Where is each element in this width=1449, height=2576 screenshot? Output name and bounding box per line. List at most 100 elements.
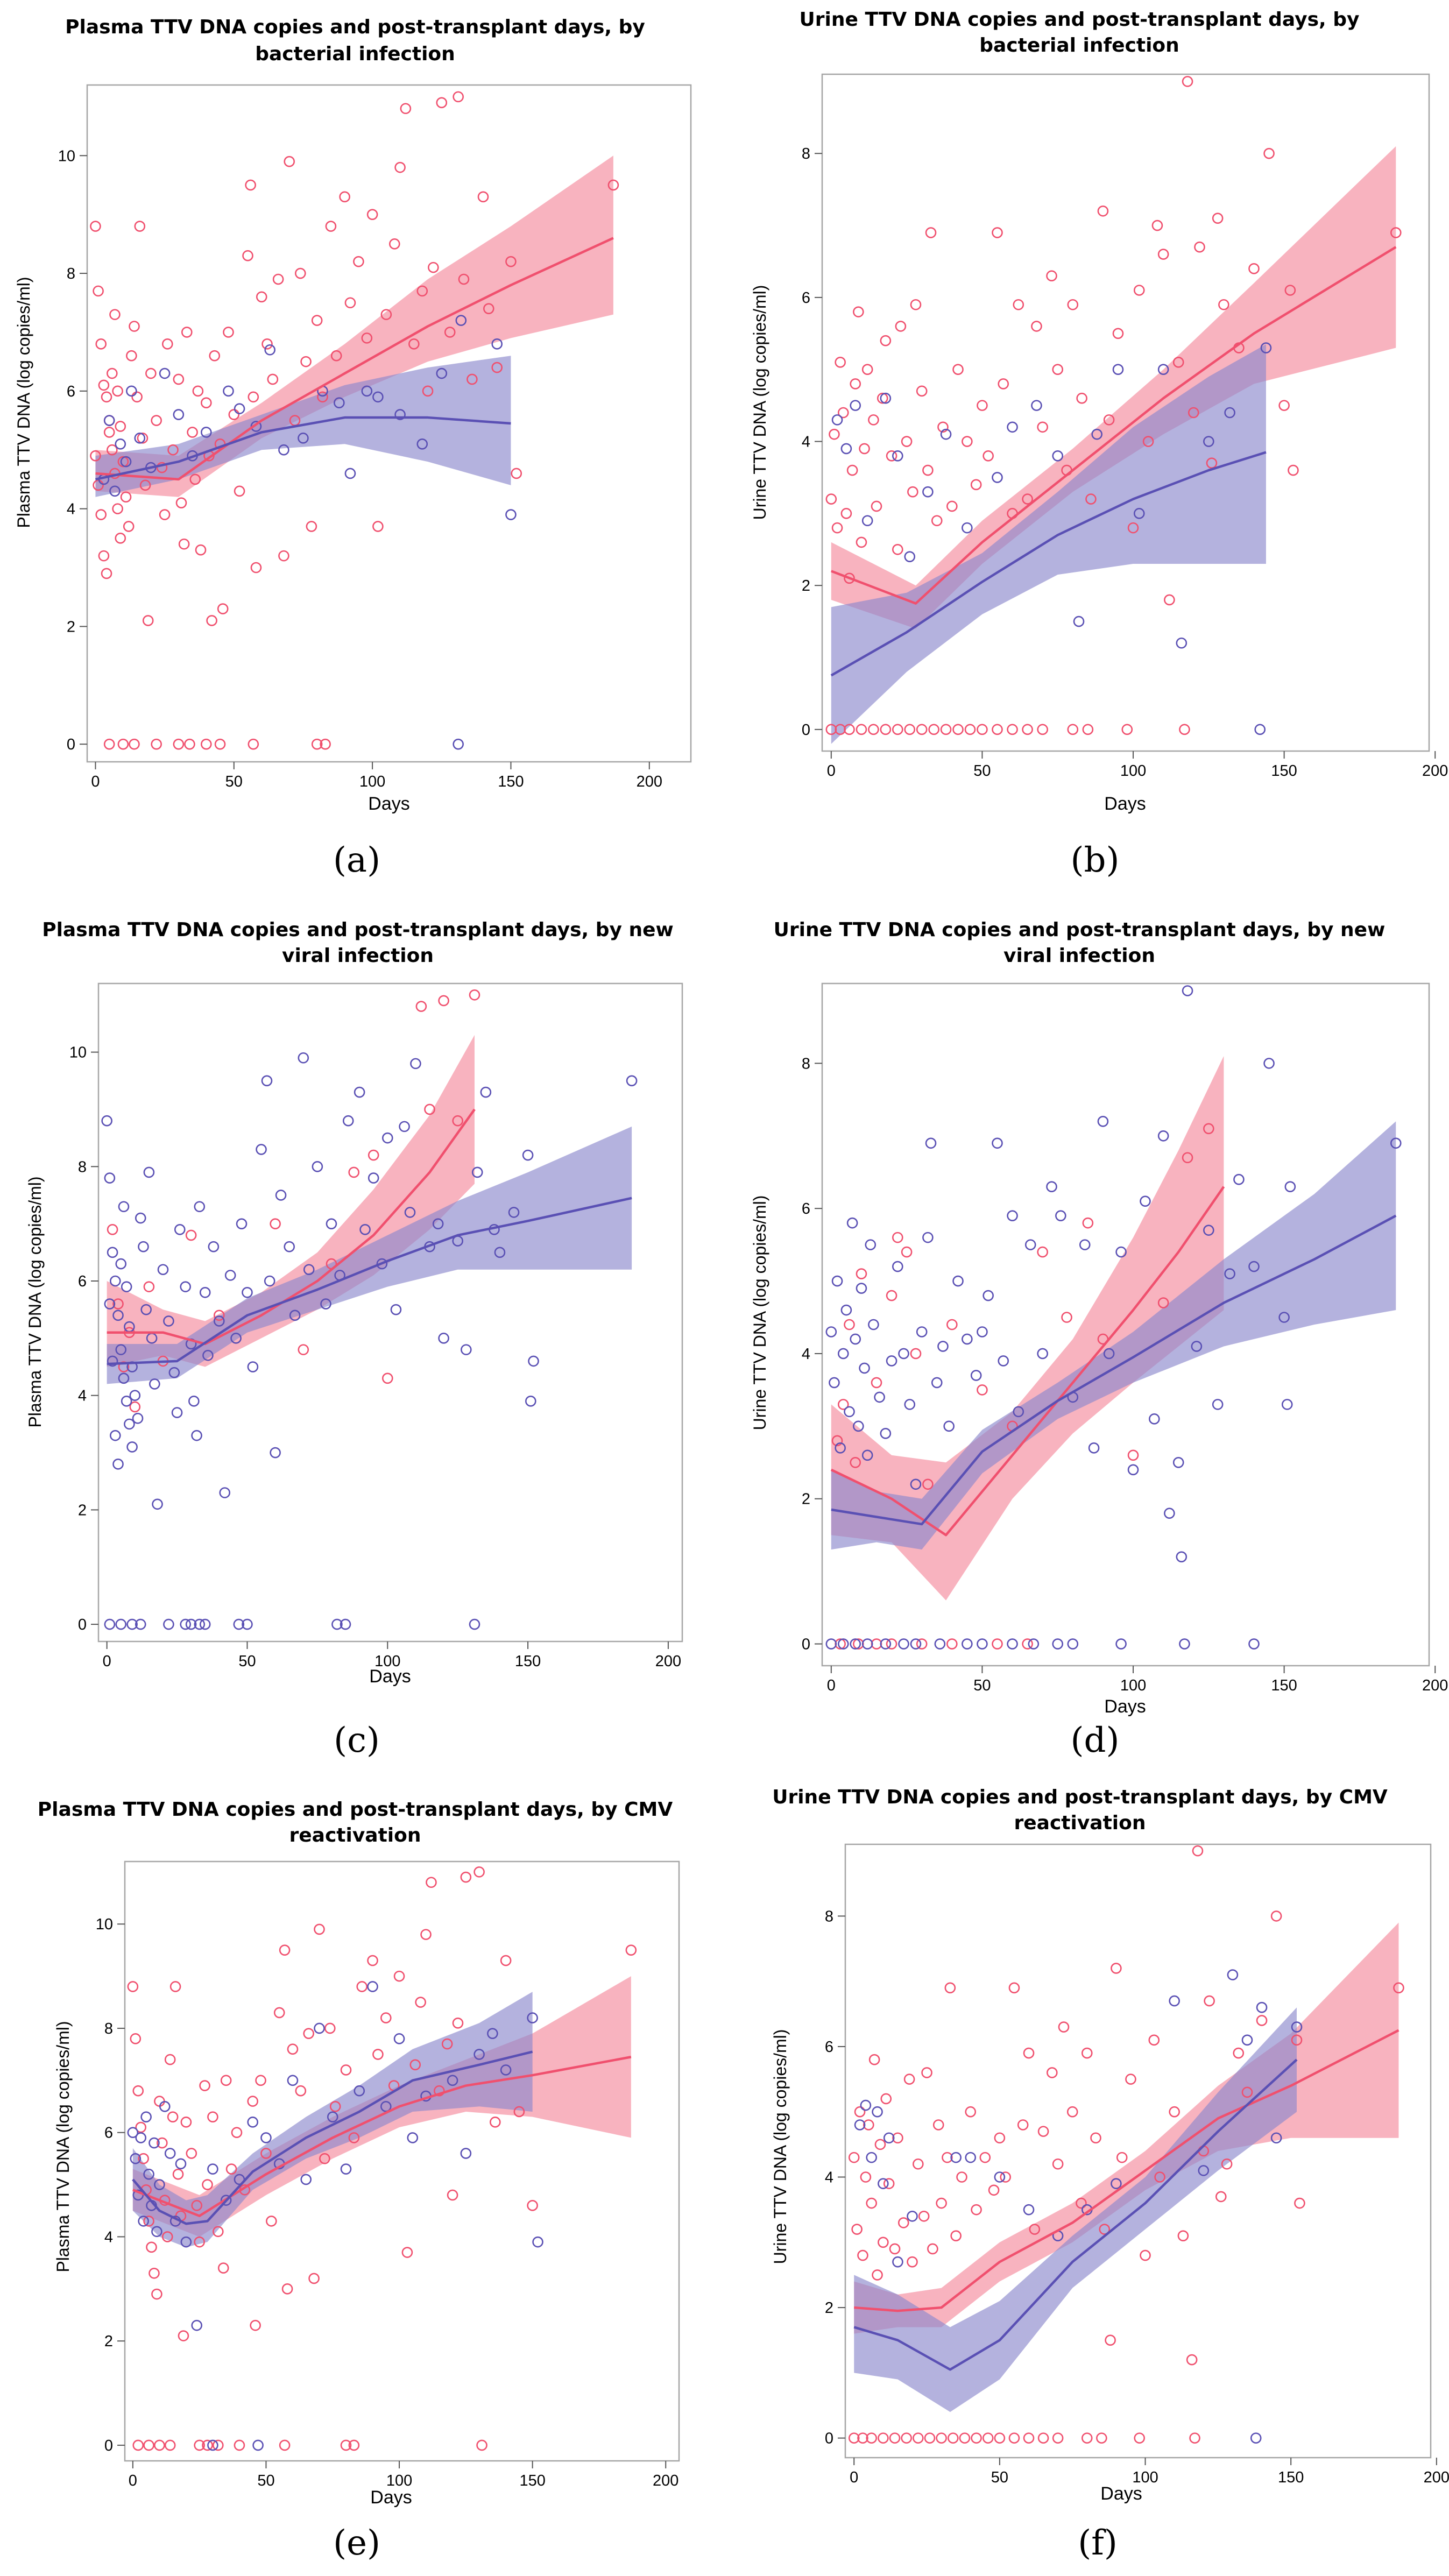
data-point-blue (163, 1315, 174, 1327)
data-point-blue (361, 385, 373, 397)
data-point-blue (1088, 1442, 1100, 1454)
data-point-blue (112, 1310, 124, 1321)
data-point-red (971, 2432, 982, 2444)
data-point-blue (1248, 1638, 1260, 1650)
data-point-red (962, 436, 973, 447)
data-point-blue (207, 2163, 218, 2175)
plot-frame (86, 84, 692, 763)
data-point-red (180, 2117, 192, 2128)
data-point-red (329, 2100, 341, 2112)
data-point-blue (334, 397, 345, 409)
data-point-red (173, 738, 185, 750)
data-point-blue (844, 1406, 855, 1418)
panel-label-d: (d) (1070, 1721, 1120, 1760)
data-point-blue (320, 1298, 331, 1310)
data-point-red (260, 2148, 272, 2159)
data-point-blue (1169, 1995, 1180, 2007)
data-point-blue (115, 1344, 127, 1355)
data-point-red (130, 2033, 142, 2044)
data-point-red (886, 1290, 897, 1301)
data-point-blue (220, 2195, 232, 2206)
y-tick-label: 4 (802, 1346, 810, 1363)
data-point-red (936, 2197, 947, 2209)
fit-line-red (132, 2056, 632, 2217)
data-point-red (1284, 285, 1296, 296)
data-point-red (361, 332, 373, 344)
data-point-red (324, 2022, 336, 2034)
data-point-blue (1067, 1638, 1079, 1650)
data-point-blue (331, 1618, 343, 1630)
data-point-red (848, 2152, 860, 2163)
data-point-red (161, 2231, 173, 2242)
y-tick-label: 0 (104, 2437, 113, 2454)
data-point-red (250, 2319, 261, 2331)
data-point-red (295, 2085, 307, 2097)
data-point-red (156, 462, 168, 473)
data-point-red (829, 428, 840, 440)
y-tick-label: 10 (58, 147, 75, 165)
data-point-red (112, 503, 123, 514)
data-point-red (992, 1638, 1003, 1650)
data-point-red (901, 1246, 913, 1258)
data-point-red (159, 509, 171, 520)
data-point-red (910, 299, 922, 310)
y-tick-label: 0 (825, 2430, 833, 2447)
data-point-red (117, 456, 129, 468)
data-point-red (1096, 2432, 1107, 2444)
data-point-red (856, 1268, 867, 1279)
data-point-blue (219, 1487, 231, 1498)
x-tick-label: 50 (991, 2469, 1008, 2486)
data-point-red (857, 2249, 868, 2261)
data-point-red (388, 238, 400, 250)
data-point-red (950, 2230, 962, 2241)
data-point-blue (143, 2168, 154, 2180)
data-point-red (409, 2059, 421, 2071)
data-point-red (132, 2085, 144, 2097)
data-point-blue (874, 1391, 885, 1403)
data-point-blue (527, 2012, 538, 2023)
data-point-red (194, 2439, 205, 2451)
data-point-red (201, 738, 212, 750)
data-point-blue (298, 1052, 309, 1064)
data-point-red (1047, 2067, 1058, 2078)
data-point-blue (372, 391, 384, 403)
x-axis-label: Days (369, 1666, 411, 1687)
data-point-red (878, 2237, 889, 2248)
x-tick-label: 100 (1132, 2469, 1158, 2486)
data-point-red (1179, 724, 1190, 735)
x-tick-label: 150 (519, 2472, 545, 2489)
data-point-blue (199, 1618, 211, 1630)
data-point-blue (1046, 1181, 1057, 1193)
chart-title-line-2: reactivation (289, 1824, 421, 1846)
plot-area: 0 50 100 150 200 0 2 4 6 8 (825, 1843, 1449, 2486)
data-point-blue (992, 1137, 1003, 1149)
data-point-red (420, 1929, 432, 1940)
data-point-blue (303, 1264, 315, 1276)
data-point-red (103, 738, 115, 750)
data-point-red (844, 1319, 855, 1331)
data-point-blue (910, 1638, 922, 1650)
data-point-blue (1278, 1312, 1290, 1323)
data-point-blue (831, 414, 843, 426)
data-point-red (883, 2178, 895, 2189)
data-point-blue (407, 2132, 419, 2143)
y-axis-label: Urine TTV DNA (log copies/ml) (750, 285, 769, 520)
data-point-blue (1281, 1399, 1293, 1410)
data-point-red (192, 385, 204, 397)
data-point-red (490, 2117, 501, 2128)
data-point-red (511, 468, 522, 479)
data-point-blue (471, 1166, 483, 1178)
data-point-red (129, 738, 140, 750)
data-point-red (1157, 1297, 1169, 1308)
data-point-red (340, 2439, 352, 2451)
data-point-blue (134, 433, 146, 444)
data-point-red (1037, 421, 1048, 433)
data-point-red (922, 464, 934, 476)
confidence-band-red (831, 1056, 1224, 1601)
data-point-red (1182, 1152, 1193, 1164)
x-tick-label: 200 (653, 2472, 678, 2489)
data-point-blue (500, 2064, 512, 2076)
data-point-red (1390, 227, 1402, 238)
data-point-red (306, 521, 317, 532)
data-point-red (1212, 213, 1224, 224)
